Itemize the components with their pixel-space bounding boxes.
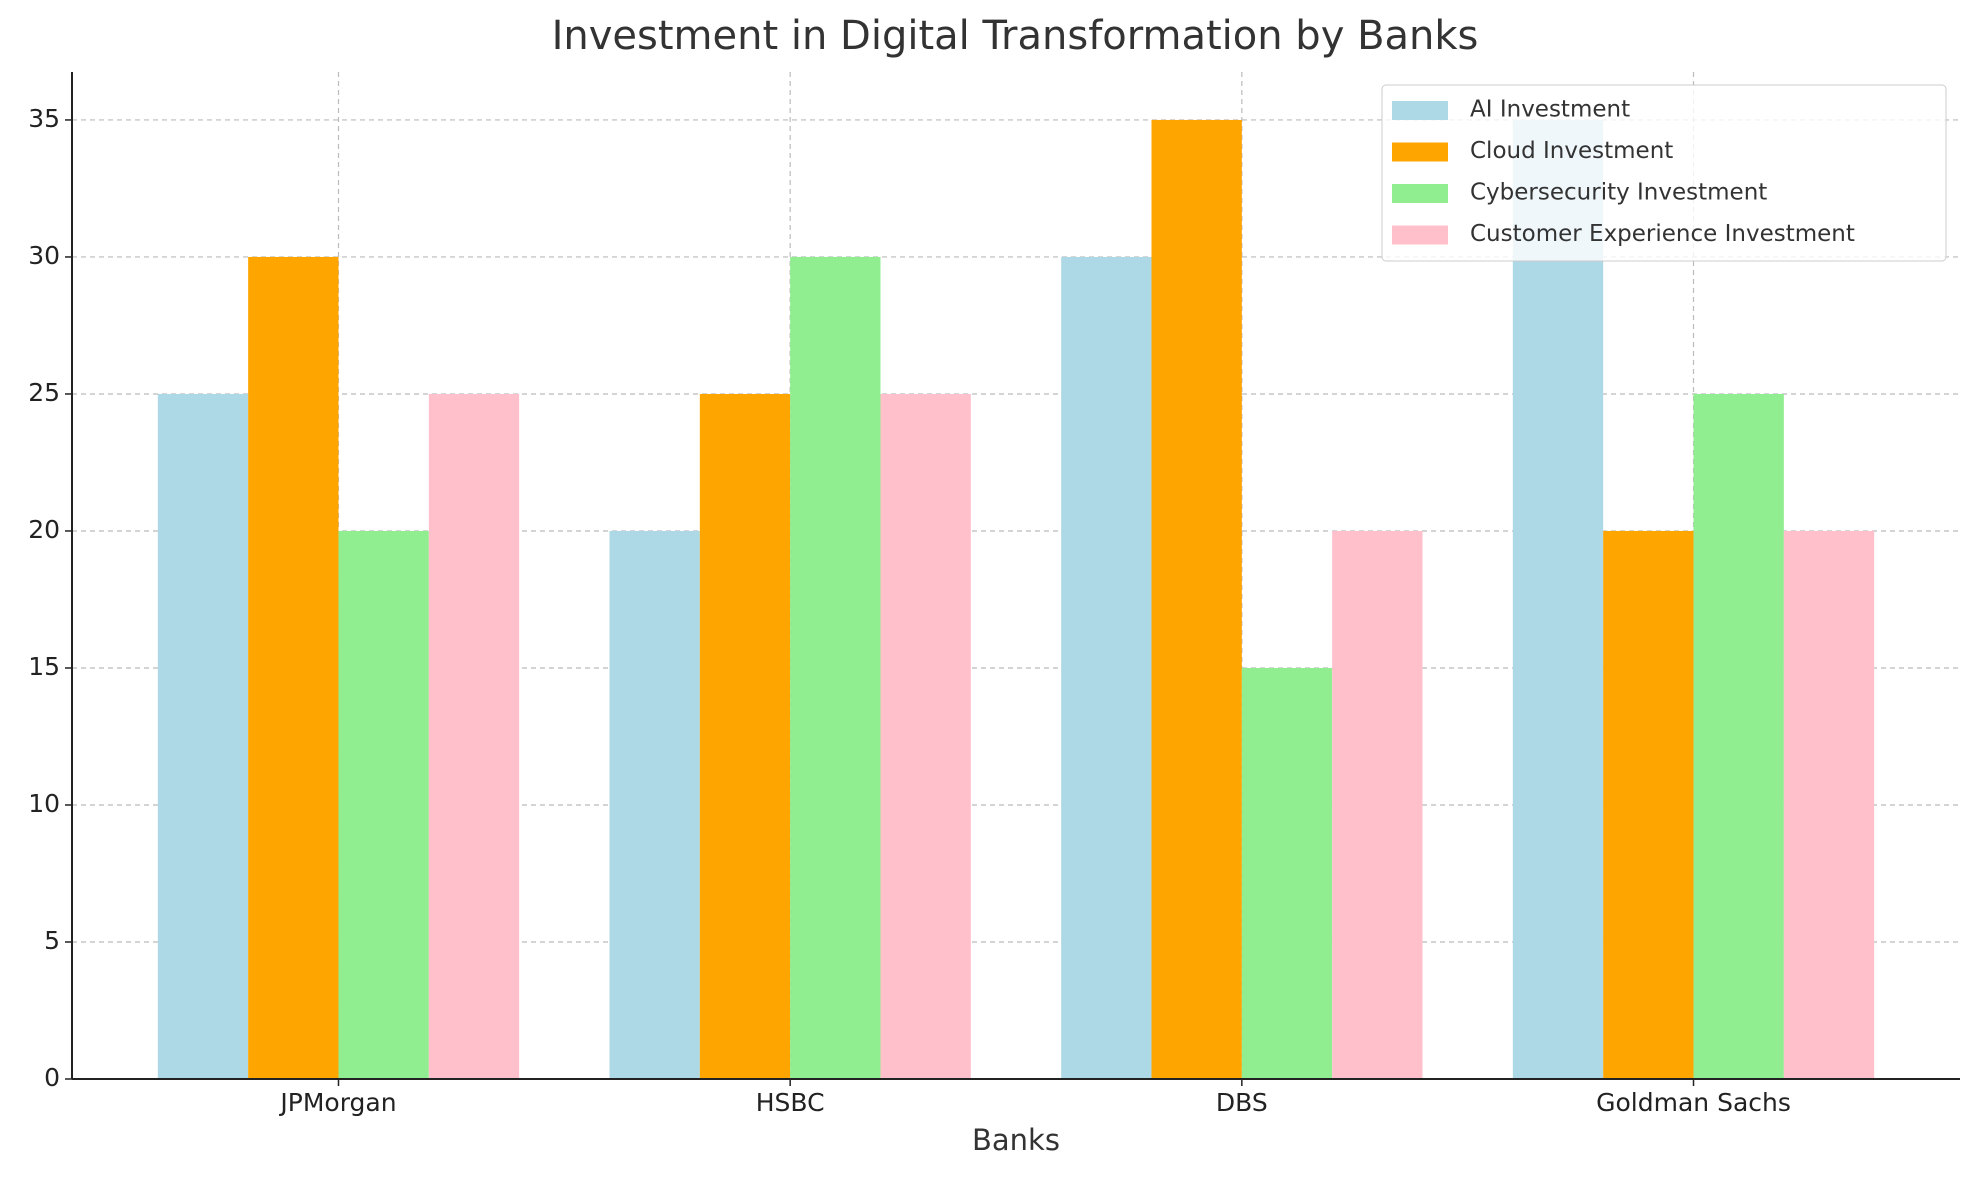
bar xyxy=(428,393,520,1080)
bar xyxy=(609,530,700,1079)
x-tick-label: HSBC xyxy=(756,1088,825,1117)
legend-label: Cloud Investment xyxy=(1470,138,1673,164)
chart-title: Investment in Digital Transformation by … xyxy=(552,13,1479,59)
bar xyxy=(1512,119,1604,1079)
bar xyxy=(699,393,791,1080)
y-tick-label: 5 xyxy=(44,926,60,955)
x-axis-label: Banks xyxy=(972,1123,1060,1157)
y-tick-label: 20 xyxy=(28,515,60,544)
bar xyxy=(1241,667,1333,1079)
y-tick-label: 10 xyxy=(28,789,60,818)
y-tick-label: 30 xyxy=(28,241,60,270)
legend-label: Customer Experience Investment xyxy=(1470,221,1855,247)
y-tick-label: 35 xyxy=(28,104,60,133)
bar xyxy=(1783,530,1875,1079)
bar xyxy=(880,393,971,1080)
bar xyxy=(1693,393,1784,1080)
legend: AI Investment Cloud Investment Cybersecuri… xyxy=(1381,84,1947,262)
x-tick-label: JPMorgan xyxy=(278,1088,396,1117)
y-tick-label: 0 xyxy=(44,1063,60,1092)
bar xyxy=(248,256,339,1079)
x-tick-label: DBS xyxy=(1216,1088,1268,1117)
x-tick-label: Goldman Sachs xyxy=(1596,1088,1791,1117)
legend-swatch xyxy=(1392,184,1448,203)
bar xyxy=(338,530,429,1079)
legend-box xyxy=(1381,84,1947,262)
y-tick-label: 25 xyxy=(28,378,60,407)
legend-swatch xyxy=(1392,142,1448,162)
bar xyxy=(1061,256,1152,1079)
legend-swatch xyxy=(1392,101,1448,120)
bar xyxy=(1151,119,1242,1079)
bar xyxy=(157,393,249,1080)
bars xyxy=(157,119,1875,1080)
y-tick-label: 15 xyxy=(28,652,60,681)
legend-label: AI Investment xyxy=(1470,97,1630,123)
bar xyxy=(1332,530,1423,1079)
legend-label: Cybersecurity Investment xyxy=(1470,180,1767,206)
bar xyxy=(1603,530,1694,1079)
legend-swatch xyxy=(1392,225,1448,245)
axes: 0 5 10 15 20 25 30 35 JPMorgan HSBC DBS Goldman Sac… xyxy=(28,72,1960,1117)
bar xyxy=(790,256,881,1079)
